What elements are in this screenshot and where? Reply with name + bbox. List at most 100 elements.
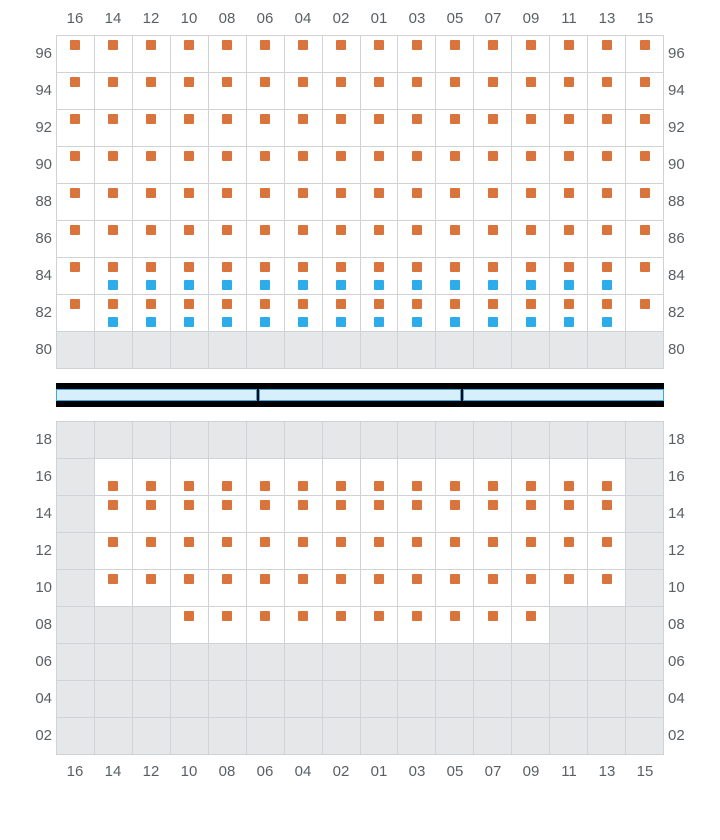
seat-cell[interactable] (247, 570, 285, 606)
seat-cell[interactable] (285, 36, 323, 72)
seat-cell[interactable] (247, 496, 285, 532)
seat-cell[interactable] (512, 570, 550, 606)
seat-cell[interactable] (474, 459, 512, 495)
seat-cell[interactable] (323, 147, 361, 183)
seat-cell[interactable] (323, 496, 361, 532)
seat-cell[interactable] (323, 110, 361, 146)
seat-cell[interactable] (474, 533, 512, 569)
seat-cell[interactable] (323, 73, 361, 109)
seat-cell[interactable] (133, 570, 171, 606)
seat-cell[interactable] (361, 73, 399, 109)
seat-cell[interactable] (95, 221, 133, 257)
seat-cell[interactable] (209, 36, 247, 72)
seat-cell[interactable] (512, 533, 550, 569)
seat-cell[interactable] (361, 258, 399, 294)
seat-cell[interactable] (95, 184, 133, 220)
seat-cell[interactable] (361, 295, 399, 331)
seat-cell[interactable] (171, 221, 209, 257)
seat-cell[interactable] (133, 221, 171, 257)
seat-cell[interactable] (398, 73, 436, 109)
seat-cell[interactable] (550, 295, 588, 331)
seat-cell[interactable] (323, 607, 361, 643)
seat-cell[interactable] (171, 570, 209, 606)
seat-cell[interactable] (512, 607, 550, 643)
seat-cell[interactable] (398, 533, 436, 569)
seat-cell[interactable] (361, 459, 399, 495)
seat-cell[interactable] (209, 295, 247, 331)
seat-cell[interactable] (474, 110, 512, 146)
seat-cell[interactable] (361, 147, 399, 183)
seat-cell[interactable] (626, 73, 663, 109)
seat-cell[interactable] (171, 258, 209, 294)
seat-cell[interactable] (588, 258, 626, 294)
seat-cell[interactable] (133, 184, 171, 220)
seat-cell[interactable] (626, 110, 663, 146)
seat-cell[interactable] (398, 110, 436, 146)
seat-cell[interactable] (474, 570, 512, 606)
seat-cell[interactable] (361, 110, 399, 146)
seat-cell[interactable] (171, 36, 209, 72)
seat-cell[interactable] (550, 36, 588, 72)
seat-cell[interactable] (550, 184, 588, 220)
seat-cell[interactable] (512, 147, 550, 183)
seat-cell[interactable] (323, 533, 361, 569)
seat-cell[interactable] (361, 607, 399, 643)
seat-cell[interactable] (436, 36, 474, 72)
seat-cell[interactable] (550, 570, 588, 606)
seat-cell[interactable] (285, 147, 323, 183)
seat-cell[interactable] (209, 221, 247, 257)
seat-cell[interactable] (209, 533, 247, 569)
seat-cell[interactable] (247, 607, 285, 643)
seat-cell[interactable] (436, 110, 474, 146)
seat-cell[interactable] (95, 110, 133, 146)
seat-cell[interactable] (171, 459, 209, 495)
seat-cell[interactable] (361, 496, 399, 532)
seat-cell[interactable] (626, 36, 663, 72)
seat-cell[interactable] (171, 184, 209, 220)
seat-cell[interactable] (133, 110, 171, 146)
seat-cell[interactable] (285, 459, 323, 495)
seat-cell[interactable] (247, 36, 285, 72)
seat-cell[interactable] (323, 36, 361, 72)
seat-cell[interactable] (512, 496, 550, 532)
seat-cell[interactable] (512, 110, 550, 146)
seat-cell[interactable] (436, 73, 474, 109)
seat-cell[interactable] (57, 295, 95, 331)
seat-cell[interactable] (57, 73, 95, 109)
seat-cell[interactable] (588, 570, 626, 606)
seat-cell[interactable] (361, 221, 399, 257)
seat-cell[interactable] (209, 570, 247, 606)
seat-cell[interactable] (436, 221, 474, 257)
seat-cell[interactable] (171, 496, 209, 532)
seat-cell[interactable] (512, 221, 550, 257)
seat-cell[interactable] (588, 496, 626, 532)
seat-cell[interactable] (209, 496, 247, 532)
seat-cell[interactable] (398, 36, 436, 72)
seat-cell[interactable] (133, 295, 171, 331)
seat-cell[interactable] (398, 258, 436, 294)
seat-cell[interactable] (512, 258, 550, 294)
seat-cell[interactable] (285, 496, 323, 532)
seat-cell[interactable] (133, 496, 171, 532)
seat-cell[interactable] (512, 295, 550, 331)
seat-cell[interactable] (398, 221, 436, 257)
seat-cell[interactable] (398, 570, 436, 606)
seat-cell[interactable] (588, 184, 626, 220)
seat-cell[interactable] (57, 36, 95, 72)
seat-cell[interactable] (133, 73, 171, 109)
seat-cell[interactable] (171, 533, 209, 569)
seat-cell[interactable] (626, 258, 663, 294)
seat-cell[interactable] (588, 73, 626, 109)
seat-cell[interactable] (133, 258, 171, 294)
seat-cell[interactable] (171, 110, 209, 146)
seat-cell[interactable] (95, 533, 133, 569)
seat-cell[interactable] (323, 221, 361, 257)
seat-cell[interactable] (95, 496, 133, 532)
seat-cell[interactable] (626, 184, 663, 220)
seat-cell[interactable] (285, 607, 323, 643)
seat-cell[interactable] (285, 184, 323, 220)
seat-cell[interactable] (474, 221, 512, 257)
seat-cell[interactable] (550, 73, 588, 109)
seat-cell[interactable] (323, 184, 361, 220)
seat-cell[interactable] (285, 533, 323, 569)
